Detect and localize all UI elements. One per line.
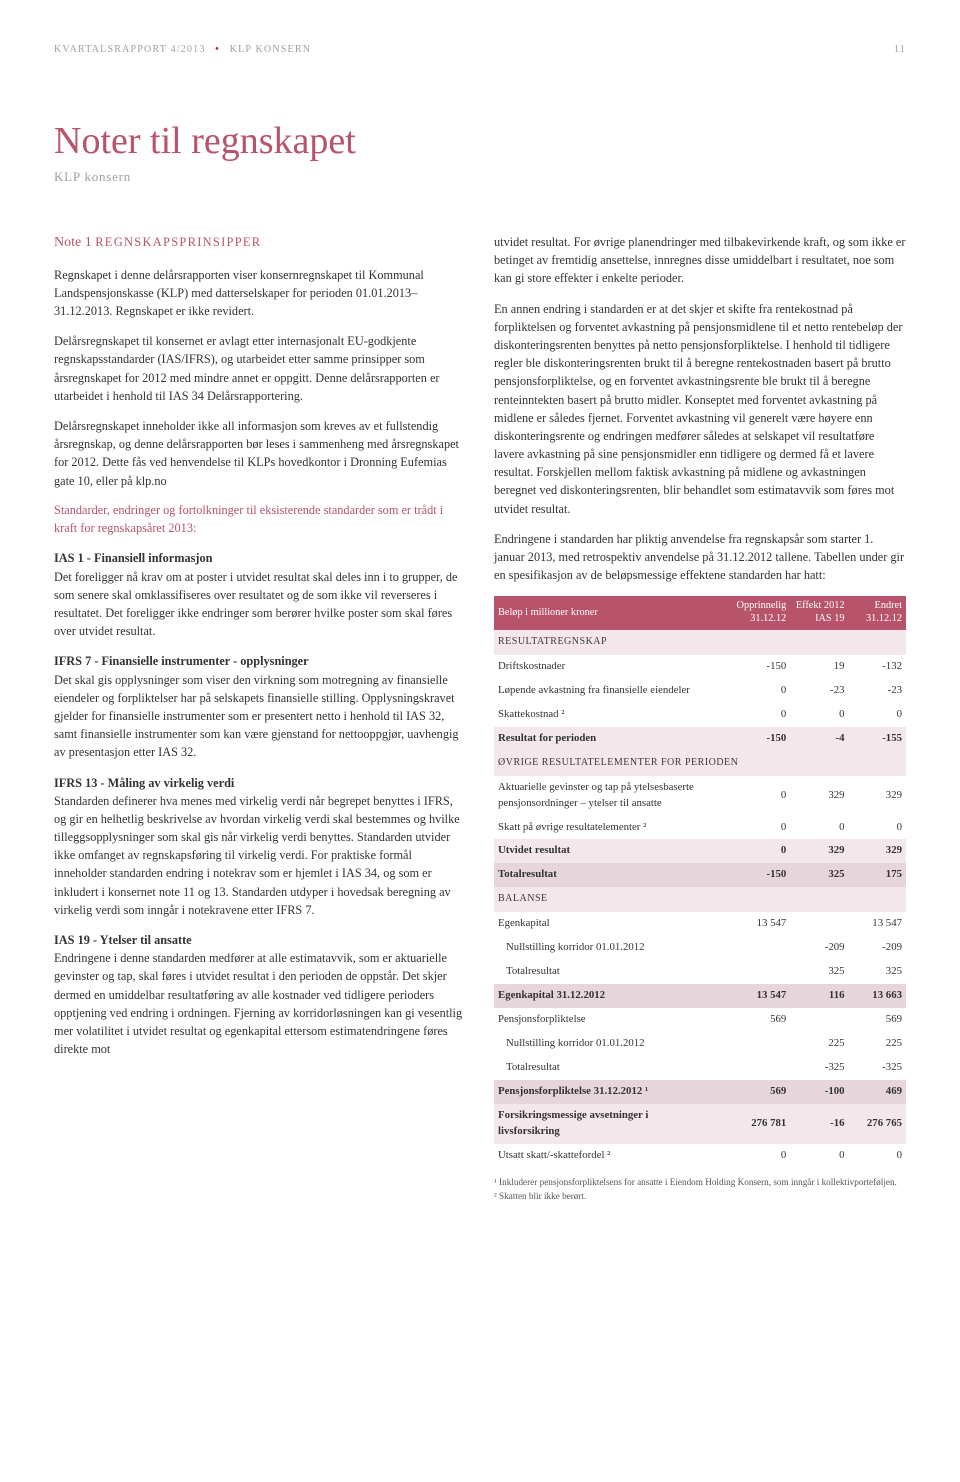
right-p2: En annen endring i standarden er at det … [494,300,906,518]
note1-p3: Delårsregnskapet inneholder ikke all inf… [54,417,466,490]
table-row: Nullstilling korridor 01.01.2012225225 [494,1032,906,1056]
note1-caps: REGNSKAPSPRINSIPPER [95,235,261,249]
header-right: KLP KONSERN [230,44,311,55]
ias19-effect-table: Beløp i millioner kroner Opprinnelig 31.… [494,596,906,1167]
th-label: Beløp i millioner kroner [494,596,715,630]
table-row: Nullstilling korridor 01.01.2012-209-209 [494,936,906,960]
header-sep: • [215,44,220,55]
table-row: Totalresultat325325 [494,960,906,984]
table-row: Aktuarielle gevinster og tap på ytelsesb… [494,776,906,816]
two-column-body: Note 1 REGNSKAPSPRINSIPPER Regnskapet i … [54,233,906,1205]
table-row: Forsikringsmessige avsetninger i livsfor… [494,1104,906,1144]
table-row: Utsatt skatt/-skattefordel ²000 [494,1144,906,1168]
table-row: Egenkapital 31.12.201213 54711613 663 [494,984,906,1008]
th-new: Endret 31.12.12 [849,596,906,630]
table-row: Totalresultat-325-325 [494,1056,906,1080]
right-p3: Endringene i standarden har pliktig anve… [494,530,906,585]
table-row: Pensjonsforpliktelse569569 [494,1008,906,1032]
sec-balanse: BALANSE [494,887,906,912]
page-number: 11 [894,44,906,55]
standards-subhead: Standarder, endringer og fortolkninger t… [54,502,466,538]
table-row: Driftskostnader-15019-132 [494,655,906,679]
page-title: Noter til regnskapet [54,119,906,163]
table-row: Totalresultat-150325175 [494,863,906,887]
th-effect: Effekt 2012 IAS 19 [790,596,848,630]
ifrs13-para: IFRS 13 - Måling av virkelig verdi Stand… [54,774,466,920]
table-footnotes: ¹ Inkluderer pensjonsforpliktelsens for … [494,1176,906,1203]
ifrs13-body: Standarden definerer hva menes med virke… [54,794,460,917]
ias1-body: Det foreligger nå krav om at poster i ut… [54,570,457,639]
left-column: Note 1 REGNSKAPSPRINSIPPER Regnskapet i … [54,233,466,1205]
ias19-body: Endringene i denne standarden medfører a… [54,951,462,1056]
th-orig: Opprinnelig 31.12.12 [715,596,790,630]
sec-resultat: RESULTATREGNSKAP [494,630,906,655]
ifrs7-lead: IFRS 7 - Finansielle instrumenter - oppl… [54,654,309,668]
ias19-para: IAS 19 - Ytelser til ansatte Endringene … [54,931,466,1058]
ias1-lead: IAS 1 - Finansiell informasjon [54,551,213,565]
right-p1: utvidet resultat. For øvrige planendring… [494,233,906,288]
ifrs13-lead: IFRS 13 - Måling av virkelig verdi [54,776,234,790]
note1-heading: Note 1 REGNSKAPSPRINSIPPER [54,233,466,254]
footnote-1: ¹ Inkluderer pensjonsforpliktelsens for … [494,1176,906,1188]
note1-number: Note 1 [54,235,92,250]
ias1-para: IAS 1 - Finansiell informasjon Det forel… [54,549,466,640]
table-row: Resultat for perioden-150-4-155 [494,727,906,751]
ifrs7-para: IFRS 7 - Finansielle instrumenter - oppl… [54,652,466,761]
page-subtitle: KLP konsern [54,169,906,185]
table-row: Skattekostnad ²000 [494,703,906,727]
table-header-row: Beløp i millioner kroner Opprinnelig 31.… [494,596,906,630]
table-row: Pensjonsforpliktelse 31.12.2012 ¹569-100… [494,1080,906,1104]
sec-ovrige: ØVRIGE RESULTATELEMENTER FOR PERIODEN [494,751,906,776]
header-left: KVARTALSRAPPORT 4/2013 [54,44,206,55]
page-header: KVARTALSRAPPORT 4/2013 • KLP KONSERN 11 [54,44,906,55]
note1-p2: Delårsregnskapet til konsernet er avlagt… [54,332,466,405]
table-row: Løpende avkastning fra finansielle eiend… [494,679,906,703]
table-row: Skatt på øvrige resultatelementer ²000 [494,816,906,840]
table-row: Egenkapital13 54713 547 [494,912,906,936]
note1-p1: Regnskapet i denne delårsrapporten viser… [54,266,466,321]
right-column: utvidet resultat. For øvrige planendring… [494,233,906,1205]
ifrs7-body: Det skal gis opplysninger som viser den … [54,673,459,760]
table-row: Utvidet resultat0329329 [494,839,906,863]
ias19-lead: IAS 19 - Ytelser til ansatte [54,933,192,947]
footnote-2: ² Skatten blir ikke berørt. [494,1190,906,1202]
